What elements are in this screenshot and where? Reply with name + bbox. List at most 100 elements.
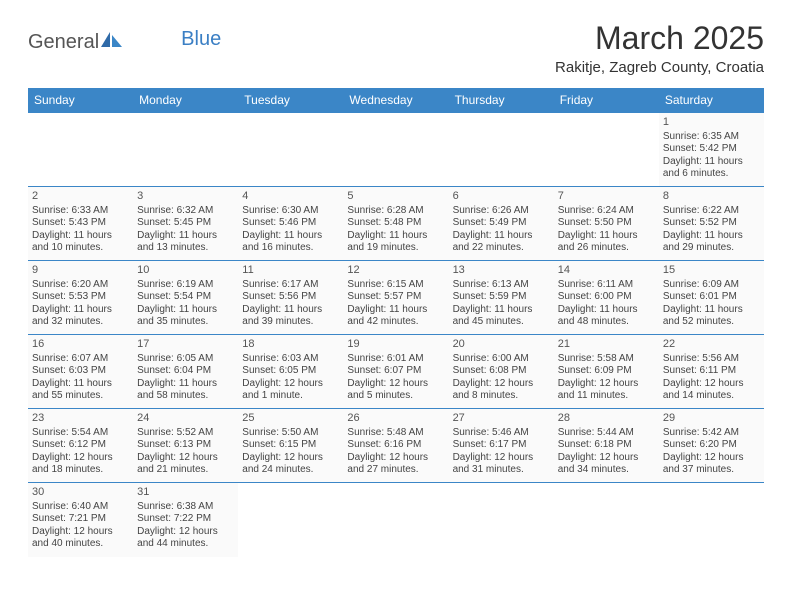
sunset-text: Sunset: 6:09 PM [558,365,655,378]
sunrise-text: Sunrise: 6:26 AM [453,205,550,218]
sunset-text: Sunset: 5:50 PM [558,217,655,230]
day-number: 9 [32,264,129,278]
day-number: 3 [137,190,234,204]
daylight-text: Daylight: 11 hours and 42 minutes. [347,304,444,329]
weekday-header: Thursday [449,88,554,113]
weekday-header: Friday [554,88,659,113]
daylight-text: Daylight: 11 hours and 58 minutes. [137,378,234,403]
sunrise-text: Sunrise: 6:15 AM [347,279,444,292]
sunset-text: Sunset: 6:01 PM [663,291,760,304]
calendar-day-cell: 22Sunrise: 5:56 AMSunset: 6:11 PMDayligh… [659,335,764,409]
daylight-text: Daylight: 12 hours and 1 minute. [242,378,339,403]
daylight-text: Daylight: 12 hours and 8 minutes. [453,378,550,403]
day-number: 16 [32,338,129,352]
day-number: 13 [453,264,550,278]
sunset-text: Sunset: 6:16 PM [347,439,444,452]
logo-text-1: General [28,31,99,54]
calendar-day-cell: 14Sunrise: 6:11 AMSunset: 6:00 PMDayligh… [554,261,659,335]
sunrise-text: Sunrise: 6:33 AM [32,205,129,218]
day-number: 24 [137,412,234,426]
sunrise-text: Sunrise: 6:35 AM [663,131,760,144]
calendar-day-cell: 5Sunrise: 6:28 AMSunset: 5:48 PMDaylight… [343,187,448,261]
sunset-text: Sunset: 5:42 PM [663,143,760,156]
weekday-header: Monday [133,88,238,113]
sunset-text: Sunset: 5:53 PM [32,291,129,304]
day-number: 10 [137,264,234,278]
calendar-day-cell: 24Sunrise: 5:52 AMSunset: 6:13 PMDayligh… [133,409,238,483]
day-number: 29 [663,412,760,426]
sunrise-text: Sunrise: 6:22 AM [663,205,760,218]
daylight-text: Daylight: 11 hours and 22 minutes. [453,230,550,255]
calendar-day-cell: 3Sunrise: 6:32 AMSunset: 5:45 PMDaylight… [133,187,238,261]
day-number: 20 [453,338,550,352]
day-number: 25 [242,412,339,426]
sunset-text: Sunset: 6:18 PM [558,439,655,452]
daylight-text: Daylight: 12 hours and 44 minutes. [137,526,234,551]
day-number: 6 [453,190,550,204]
daylight-text: Daylight: 11 hours and 29 minutes. [663,230,760,255]
sunrise-text: Sunrise: 5:56 AM [663,353,760,366]
calendar-day-cell: 29Sunrise: 5:42 AMSunset: 6:20 PMDayligh… [659,409,764,483]
calendar-empty-cell [343,483,448,557]
daylight-text: Daylight: 12 hours and 31 minutes. [453,452,550,477]
sunset-text: Sunset: 6:05 PM [242,365,339,378]
day-number: 4 [242,190,339,204]
calendar-empty-cell [238,483,343,557]
weekday-header: Sunday [28,88,133,113]
calendar-week-row: 9Sunrise: 6:20 AMSunset: 5:53 PM Daylight… [28,261,764,335]
calendar-empty-cell [133,113,238,187]
day-number: 22 [663,338,760,352]
daylight-text: Daylight: 11 hours and 10 minutes. [32,230,129,255]
calendar-day-cell: 2Sunrise: 6:33 AMSunset: 5:43 PMDaylight… [28,187,133,261]
sunrise-text: Sunrise: 6:13 AM [453,279,550,292]
sunset-text: Sunset: 6:12 PM [32,439,129,452]
title-block: March 2025 Rakitje, Zagreb County, Croat… [555,20,764,80]
calendar-week-row: 16Sunrise: 6:07 AMSunset: 6:03 PMDayligh… [28,335,764,409]
calendar-day-cell: 17Sunrise: 6:05 AMSunset: 6:04 PMDayligh… [133,335,238,409]
day-number: 5 [347,190,444,204]
daylight-text: Daylight: 12 hours and 34 minutes. [558,452,655,477]
sunrise-text: Sunrise: 5:58 AM [558,353,655,366]
daylight-text: Daylight: 12 hours and 18 minutes. [32,452,129,477]
daylight-text: Daylight: 11 hours and 55 minutes. [32,378,129,403]
sunrise-text: Sunrise: 6:00 AM [453,353,550,366]
day-number: 26 [347,412,444,426]
sunset-text: Sunset: 5:56 PM [242,291,339,304]
day-number: 11 [242,264,339,278]
daylight-text: Daylight: 12 hours and 5 minutes. [347,378,444,403]
sunrise-text: Sunrise: 6:20 AM [32,279,129,292]
sunset-text: Sunset: 6:00 PM [558,291,655,304]
sunset-text: Sunset: 7:22 PM [137,513,234,526]
sunrise-text: Sunrise: 6:19 AM [137,279,234,292]
calendar-empty-cell [449,483,554,557]
calendar-day-cell: 20Sunrise: 6:00 AMSunset: 6:08 PMDayligh… [449,335,554,409]
weekday-header: Saturday [659,88,764,113]
daylight-text: Daylight: 12 hours and 14 minutes. [663,378,760,403]
daylight-text: Daylight: 12 hours and 40 minutes. [32,526,129,551]
sunrise-text: Sunrise: 6:30 AM [242,205,339,218]
calendar-day-cell: 8Sunrise: 6:22 AMSunset: 5:52 PMDaylight… [659,187,764,261]
sunrise-text: Sunrise: 6:09 AM [663,279,760,292]
sunrise-text: Sunrise: 6:28 AM [347,205,444,218]
weekday-header: Wednesday [343,88,448,113]
calendar-day-cell: 23Sunrise: 5:54 AMSunset: 6:12 PMDayligh… [28,409,133,483]
sunset-text: Sunset: 6:15 PM [242,439,339,452]
calendar-day-cell: 1Sunrise: 6:35 AMSunset: 5:42 PMDaylight… [659,113,764,187]
sunset-text: Sunset: 7:21 PM [32,513,129,526]
logo-sail-icon [101,30,123,54]
sunset-text: Sunset: 6:20 PM [663,439,760,452]
calendar-day-cell: 6Sunrise: 6:26 AMSunset: 5:49 PMDaylight… [449,187,554,261]
sunset-text: Sunset: 5:59 PM [453,291,550,304]
sunrise-text: Sunrise: 5:46 AM [453,427,550,440]
weekday-header-row: SundayMondayTuesdayWednesdayThursdayFrid… [28,88,764,113]
day-number: 14 [558,264,655,278]
sunset-text: Sunset: 6:08 PM [453,365,550,378]
calendar-day-cell: 18Sunrise: 6:03 AMSunset: 6:05 PMDayligh… [238,335,343,409]
calendar-day-cell: 21Sunrise: 5:58 AMSunset: 6:09 PMDayligh… [554,335,659,409]
day-number: 30 [32,486,129,500]
daylight-text: Daylight: 11 hours and 19 minutes. [347,230,444,255]
logo: General Blue [28,30,221,54]
sunrise-text: Sunrise: 6:05 AM [137,353,234,366]
daylight-text: Daylight: 11 hours and 39 minutes. [242,304,339,329]
sunset-text: Sunset: 6:07 PM [347,365,444,378]
